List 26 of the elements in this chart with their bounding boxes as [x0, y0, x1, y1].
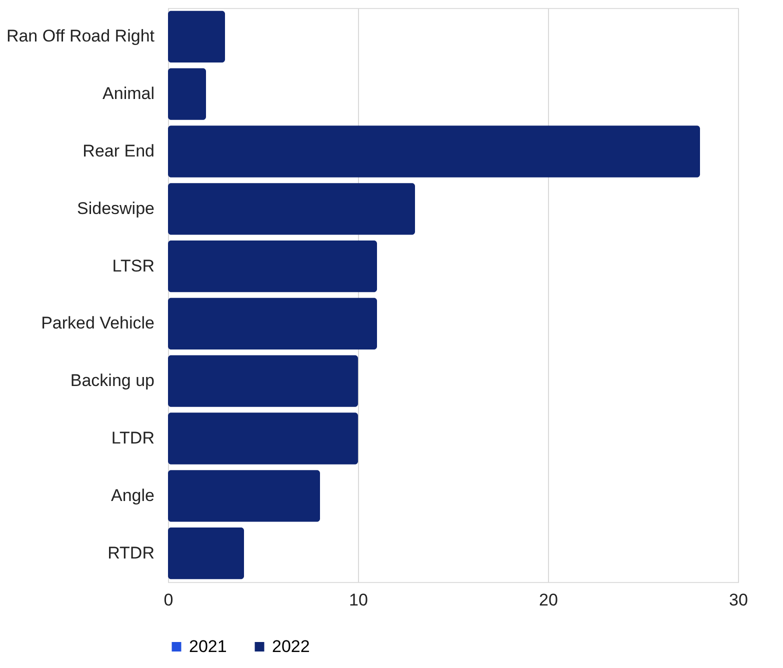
legend-label: 2021 — [189, 636, 227, 656]
y-tick-label: Backing up — [70, 371, 154, 390]
y-tick-label: Ran Off Road Right — [6, 26, 155, 46]
bar — [168, 68, 206, 120]
y-tick-label: LTSR — [112, 256, 154, 276]
y-tick-label: Angle — [111, 486, 154, 505]
y-tick-label: Animal — [102, 84, 154, 104]
bar — [168, 240, 377, 292]
x-tick-label: 10 — [349, 590, 368, 610]
bar — [168, 126, 700, 178]
y-tick-label: Rear End — [82, 142, 154, 160]
bar — [168, 10, 225, 63]
bar — [168, 412, 358, 464]
bar — [168, 298, 377, 350]
bar — [168, 527, 244, 580]
x-tick-label: 20 — [539, 590, 558, 610]
bar — [168, 183, 415, 235]
legend-label: 2022 — [272, 636, 310, 656]
x-tick-label: 0 — [164, 590, 174, 610]
x-tick-label: 30 — [729, 590, 748, 610]
y-tick-label: LTDR — [111, 428, 154, 448]
y-tick-label: Sideswipe — [77, 198, 154, 218]
y-tick-label: Parked Vehicle — [41, 314, 154, 333]
bar — [168, 355, 358, 407]
bar — [168, 470, 320, 522]
y-tick-label: RTDR — [108, 543, 154, 562]
